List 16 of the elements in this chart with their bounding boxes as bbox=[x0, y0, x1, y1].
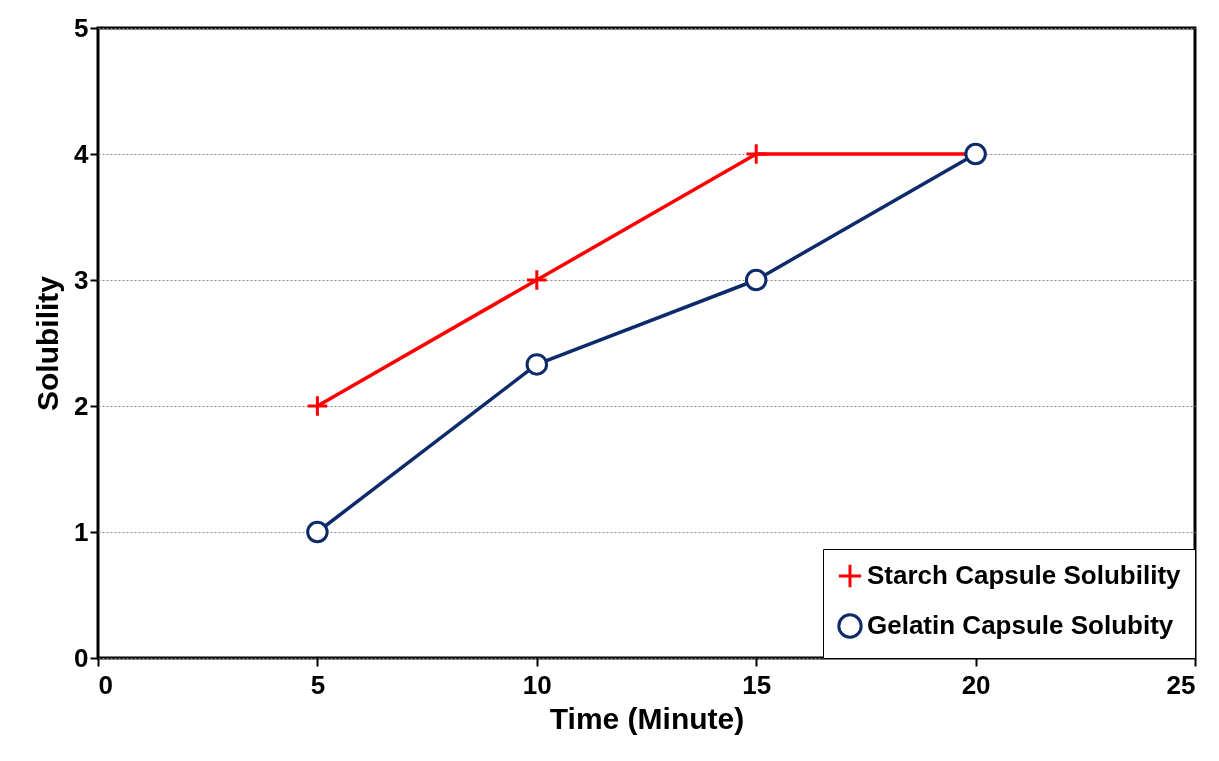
y-tick-label: 4 bbox=[74, 138, 90, 169]
x-tick-label: 25 bbox=[1166, 669, 1196, 700]
y-tick-label: 0 bbox=[74, 642, 89, 673]
y-tick-label: 2 bbox=[74, 390, 89, 421]
y-axis-title: Solubility bbox=[31, 275, 65, 411]
x-tick-label: 0 bbox=[98, 669, 113, 700]
y-tick-label: 5 bbox=[74, 12, 89, 43]
x-tick-label: 15 bbox=[742, 669, 772, 700]
y-tick-label: 3 bbox=[74, 264, 89, 295]
legend-label: Starch Capsule Solubility bbox=[867, 560, 1182, 590]
x-axis-title: Time (Minute) bbox=[549, 701, 745, 735]
x-tick-label: 10 bbox=[522, 669, 552, 700]
y-tick-label: 1 bbox=[74, 516, 89, 547]
x-tick-label: 20 bbox=[961, 669, 991, 700]
legend-label: Gelatin Capsule Solubity bbox=[867, 610, 1174, 640]
x-tick-label: 5 bbox=[310, 669, 326, 700]
